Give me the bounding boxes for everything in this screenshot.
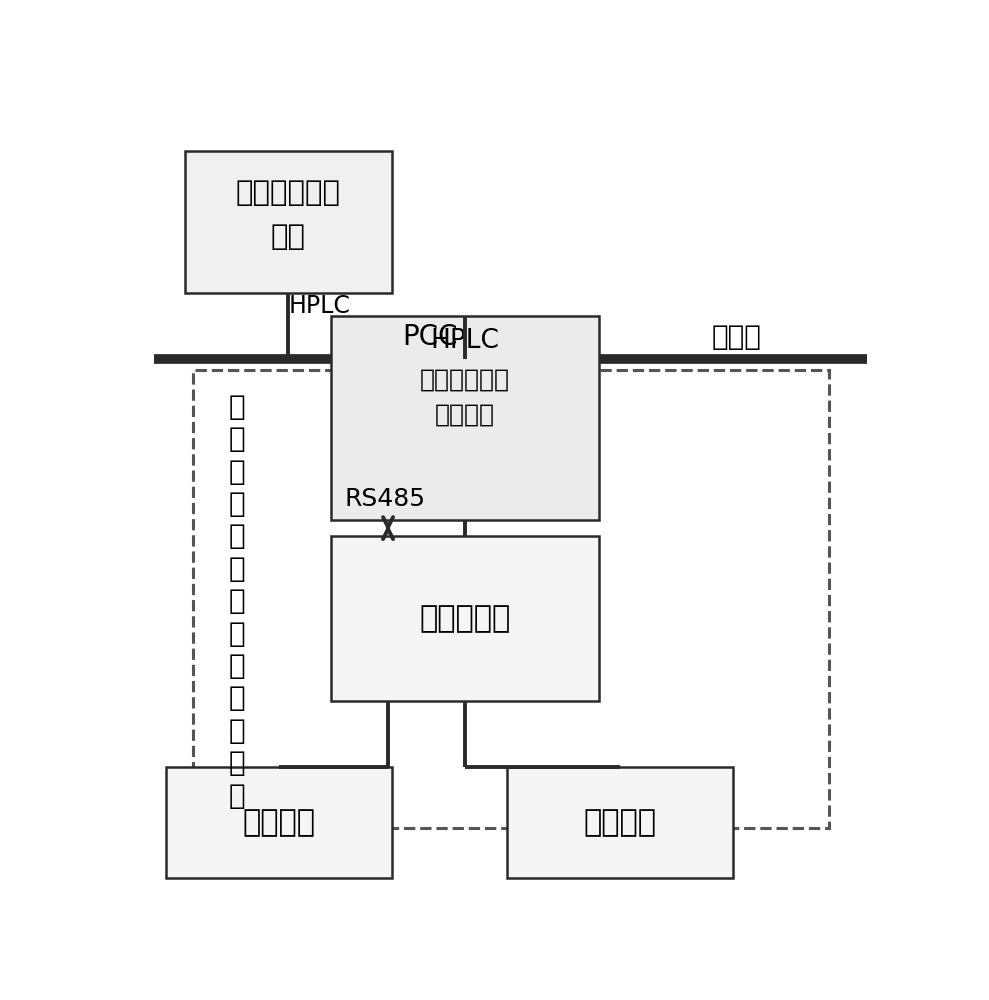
Text: 光伏电池: 光伏电池 xyxy=(242,808,315,837)
Text: 扩展功率信号: 扩展功率信号 xyxy=(419,367,509,391)
Bar xyxy=(185,151,392,293)
Text: PCC: PCC xyxy=(403,323,458,351)
Bar xyxy=(330,536,599,701)
Text: 多
模
式
控
制
的
光
伏
并
网
逆
变
器: 多 模 式 控 制 的 光 伏 并 网 逆 变 器 xyxy=(228,393,245,810)
Text: HPLC: HPLC xyxy=(430,328,499,354)
Text: 电容电池: 电容电池 xyxy=(584,808,657,837)
Text: 智能配变终端: 智能配变终端 xyxy=(236,179,341,207)
Bar xyxy=(330,316,599,520)
Text: 单元: 单元 xyxy=(271,223,306,251)
Bar xyxy=(193,370,829,828)
Text: 检测模块: 检测模块 xyxy=(435,403,494,427)
Text: 配电网: 配电网 xyxy=(712,323,762,351)
Text: 光伏逆变器: 光伏逆变器 xyxy=(419,604,510,633)
Bar xyxy=(507,767,733,878)
Text: HPLC: HPLC xyxy=(289,294,350,318)
Bar xyxy=(166,767,392,878)
Text: RS485: RS485 xyxy=(344,487,425,511)
